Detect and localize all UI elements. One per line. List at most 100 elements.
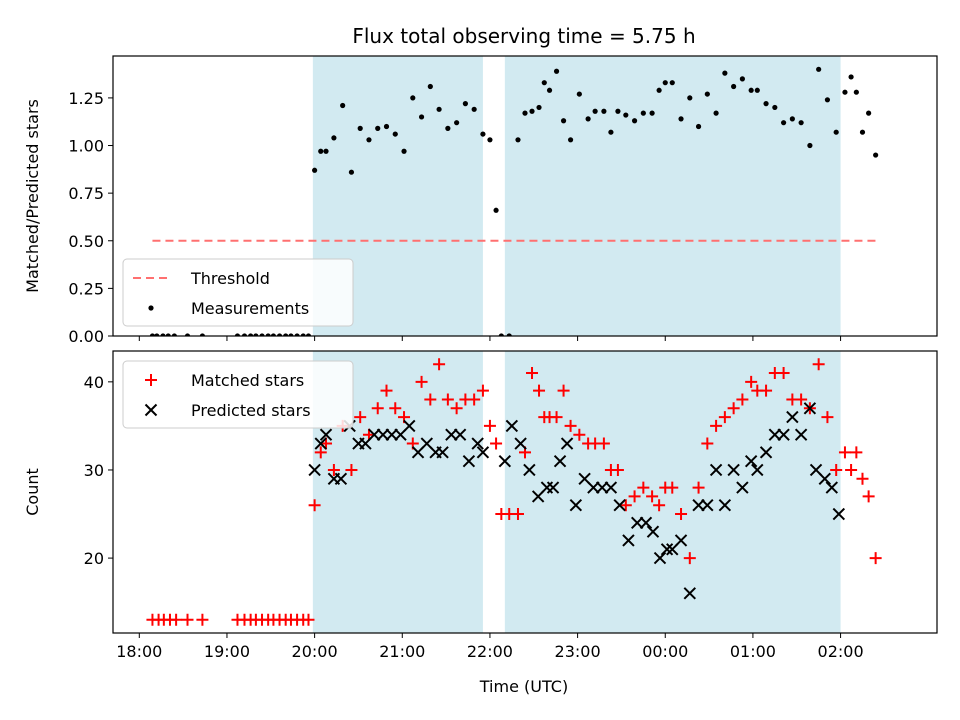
y-tick-label: 40 xyxy=(84,373,104,392)
measurement-point xyxy=(506,333,512,336)
matched-star-point xyxy=(483,419,496,432)
legend: Threshold Measurements xyxy=(122,258,354,327)
predicted-star-point xyxy=(553,454,567,468)
y-tick-label: 30 xyxy=(84,461,104,480)
axes-frame xyxy=(112,350,938,634)
measurement-point xyxy=(780,120,787,126)
matched-star-point xyxy=(845,463,858,476)
matched-star-point xyxy=(354,411,367,424)
y-axis-title: Count xyxy=(23,468,42,516)
measurement-point xyxy=(323,148,329,154)
matched-star-point xyxy=(718,411,731,424)
measurement-point xyxy=(649,110,655,116)
predicted-star-point xyxy=(385,428,398,441)
measurement-point xyxy=(807,142,813,149)
measurement-point xyxy=(471,106,477,112)
measurement-point xyxy=(615,108,621,114)
matched-star-point xyxy=(526,367,539,380)
predicted-star-point xyxy=(727,463,740,477)
matched-star-point xyxy=(450,402,463,415)
measurement-point xyxy=(824,97,831,103)
x-tick-label: 00:00 xyxy=(642,642,688,661)
measurement-point xyxy=(748,87,754,93)
measurement-point xyxy=(462,101,468,107)
matched-star-point xyxy=(701,437,714,450)
matched-star-point xyxy=(441,393,454,406)
measurement-point xyxy=(816,66,822,72)
matched-star-point xyxy=(490,437,503,450)
predicted-star-point xyxy=(803,402,817,415)
y-tick-label: 20 xyxy=(84,549,104,568)
data-points xyxy=(146,358,882,626)
predicted-star-point xyxy=(334,472,348,485)
predicted-star-point xyxy=(701,499,714,512)
measurement-point xyxy=(546,87,553,93)
measurement-point xyxy=(427,83,433,90)
measurement-point xyxy=(241,333,248,336)
x-tick-label: 18:00 xyxy=(116,642,162,661)
matched-star-point xyxy=(415,375,428,388)
measurement-point xyxy=(171,333,177,336)
matched-star-point xyxy=(619,499,632,512)
matched-star-point xyxy=(830,463,843,476)
measurement-point xyxy=(798,120,804,126)
measurement-point xyxy=(522,110,528,116)
measurement-point xyxy=(713,110,719,116)
legend-label: Matched stars xyxy=(191,371,304,390)
predicted-star-point xyxy=(718,499,732,512)
matched-star-point xyxy=(856,472,869,485)
measurement-point xyxy=(592,108,598,114)
measurement-point xyxy=(848,74,854,80)
measurement-point xyxy=(418,114,425,120)
measurement-point xyxy=(608,129,614,135)
predicted-star-point xyxy=(660,543,674,556)
matched-star-point xyxy=(646,490,659,503)
matched-star-point xyxy=(838,446,851,459)
measurement-point xyxy=(739,76,745,82)
matched-star-point xyxy=(597,437,610,450)
y-tick-label: 1.25 xyxy=(68,89,104,108)
x-tick-label: 01:00 xyxy=(730,642,776,661)
measurement-point xyxy=(585,116,591,122)
predicted-star-point xyxy=(368,428,381,441)
measurement-point xyxy=(669,80,675,86)
measurement-point xyxy=(318,148,324,154)
measurement-point xyxy=(640,110,646,116)
predicted-star-point xyxy=(514,437,527,450)
matched-star-point xyxy=(710,419,723,432)
measurement-point xyxy=(340,102,346,109)
matched-star-point xyxy=(433,358,446,371)
predicted-star-point xyxy=(751,463,764,477)
measurement-point xyxy=(772,104,778,111)
predicted-star-point xyxy=(462,454,476,468)
measurement-point xyxy=(631,118,638,124)
predicted-star-point xyxy=(587,481,600,494)
predicted-star-point xyxy=(777,428,790,441)
measurement-point xyxy=(704,91,710,97)
y-tick-label: 0.25 xyxy=(68,279,104,298)
predicted-star-point xyxy=(786,410,799,424)
measurement-point xyxy=(331,135,337,141)
predicted-star-point xyxy=(476,446,490,459)
matched-star-point xyxy=(653,499,666,512)
predicted-star-point xyxy=(674,534,688,547)
predicted-star-point xyxy=(319,428,333,441)
predicted-star-point xyxy=(314,437,327,450)
measurement-point xyxy=(234,333,241,336)
predicted-star-point xyxy=(825,481,839,494)
measurement-point xyxy=(560,118,567,124)
predicted-star-point xyxy=(560,437,574,450)
x-tick-label: 23:00 xyxy=(555,642,601,661)
matched-star-point xyxy=(666,481,679,494)
measurement-point xyxy=(348,169,355,175)
predicted-star-point xyxy=(595,481,609,494)
matched-star-point xyxy=(533,384,546,397)
measurement-point xyxy=(375,125,381,131)
measurement-point xyxy=(265,333,271,336)
measurement-point xyxy=(454,120,460,126)
measurement-point xyxy=(288,333,294,336)
measurement-point xyxy=(722,70,728,76)
predicted-star-point xyxy=(794,428,808,441)
measurement-point xyxy=(487,137,493,143)
predicted-star-point xyxy=(569,499,583,512)
